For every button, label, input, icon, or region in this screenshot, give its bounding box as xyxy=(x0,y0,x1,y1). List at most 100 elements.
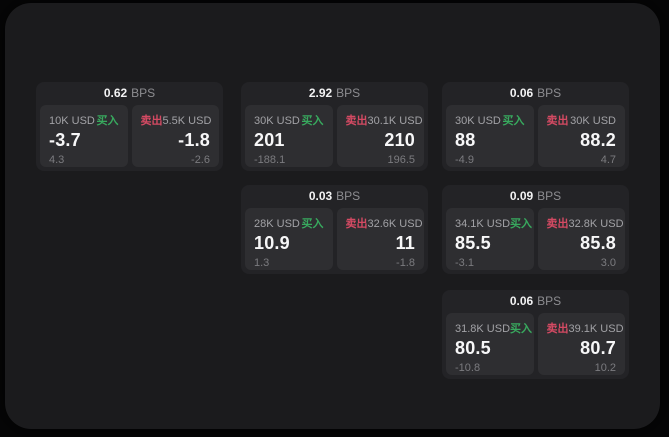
spread-value: 0.09 xyxy=(509,189,534,203)
sell-notional: 32.6K USD xyxy=(367,218,423,230)
buy-notional: 31.8K USD xyxy=(455,323,511,335)
sell-panel[interactable]: 卖出 32.6K USD 11 -1.8 xyxy=(336,208,424,270)
buy-delta: 1.3 xyxy=(254,257,270,269)
sell-delta: 196.5 xyxy=(387,154,415,166)
spread-value: 0.62 xyxy=(103,86,128,100)
buy-action-button[interactable]: 买入 xyxy=(96,115,119,127)
sell-delta: 10.2 xyxy=(594,362,616,374)
buy-delta: -4.9 xyxy=(455,154,474,166)
buy-panel[interactable]: 34.1K USD 买入 85.5 -3.1 xyxy=(446,208,534,270)
sell-action-button[interactable]: 卖出 xyxy=(140,115,163,127)
sell-action-button[interactable]: 卖出 xyxy=(546,323,569,335)
sell-panel-header: 卖出 30K USD xyxy=(547,112,617,128)
sell-notional: 30K USD xyxy=(570,115,616,127)
quote-card: 0.06 BPS 30K USD 买入 88 -4.9 卖出 30K USD 8… xyxy=(442,82,629,171)
sell-price: 88.2 xyxy=(580,130,616,150)
quote-panels: 30K USD 买入 88 -4.9 卖出 30K USD 88.2 4.7 xyxy=(442,105,629,167)
buy-panel-header: 31.8K USD 买入 xyxy=(455,320,532,336)
spread-unit-label: BPS xyxy=(131,86,156,100)
sell-action-button[interactable]: 卖出 xyxy=(546,218,569,230)
buy-action-button[interactable]: 买入 xyxy=(502,115,525,127)
sell-action-button[interactable]: 卖出 xyxy=(345,218,368,230)
buy-price: 201 xyxy=(254,130,285,150)
sell-price: -1.8 xyxy=(178,130,210,150)
buy-notional: 34.1K USD xyxy=(455,218,511,230)
quote-panels: 31.8K USD 买入 80.5 -10.8 卖出 39.1K USD 80.… xyxy=(442,313,629,375)
buy-notional: 30K USD xyxy=(254,115,300,127)
buy-action-button[interactable]: 买入 xyxy=(510,323,533,335)
spread-unit-label: BPS xyxy=(537,189,562,203)
cards-grid: 0.62 BPS 10K USD 买入 -3.7 4.3 卖出 5.5K USD… xyxy=(5,3,660,429)
buy-delta: 4.3 xyxy=(49,154,65,166)
quote-card: 2.92 BPS 30K USD 买入 201 -188.1 卖出 30.1K … xyxy=(241,82,428,171)
buy-price: 88 xyxy=(455,130,476,150)
quote-card: 0.62 BPS 10K USD 买入 -3.7 4.3 卖出 5.5K USD… xyxy=(36,82,223,171)
buy-panel[interactable]: 28K USD 买入 10.9 1.3 xyxy=(245,208,333,270)
buy-panel[interactable]: 30K USD 买入 201 -188.1 xyxy=(245,105,333,167)
sell-notional: 39.1K USD xyxy=(568,323,624,335)
sell-delta: 3.0 xyxy=(600,257,616,269)
quote-card: 0.09 BPS 34.1K USD 买入 85.5 -3.1 卖出 32.8K… xyxy=(442,185,629,274)
quote-panels: 30K USD 买入 201 -188.1 卖出 30.1K USD 210 1… xyxy=(241,105,428,167)
sell-delta: -2.6 xyxy=(191,154,210,166)
buy-panel-header: 34.1K USD 买入 xyxy=(455,215,532,231)
buy-price: 85.5 xyxy=(455,233,491,253)
sell-panel-header: 卖出 39.1K USD xyxy=(546,320,624,336)
spread-value: 0.03 xyxy=(308,189,333,203)
buy-panel-header: 28K USD 买入 xyxy=(254,215,324,231)
buy-panel[interactable]: 30K USD 买入 88 -4.9 xyxy=(446,105,534,167)
spread-value: 2.92 xyxy=(308,86,333,100)
buy-delta: -3.1 xyxy=(455,257,474,269)
sell-action-button[interactable]: 卖出 xyxy=(345,115,368,127)
buy-panel-header: 10K USD 买入 xyxy=(49,112,119,128)
sell-notional: 32.8K USD xyxy=(568,218,624,230)
quote-card: 0.06 BPS 31.8K USD 买入 80.5 -10.8 卖出 39.1… xyxy=(442,290,629,379)
spread-value: 0.06 xyxy=(509,86,534,100)
buy-panel[interactable]: 31.8K USD 买入 80.5 -10.8 xyxy=(446,313,534,375)
spread-unit-label: BPS xyxy=(537,86,562,100)
buy-notional: 28K USD xyxy=(254,218,300,230)
sell-notional: 30.1K USD xyxy=(367,115,423,127)
sell-panel[interactable]: 卖出 32.8K USD 85.8 3.0 xyxy=(537,208,625,270)
buy-panel-header: 30K USD 买入 xyxy=(455,112,525,128)
buy-panel[interactable]: 10K USD 买入 -3.7 4.3 xyxy=(40,105,128,167)
spread-header: 0.03 BPS xyxy=(241,185,428,208)
spread-unit-label: BPS xyxy=(336,189,361,203)
buy-price: -3.7 xyxy=(49,130,81,150)
spread-header: 0.06 BPS xyxy=(442,82,629,105)
sell-delta: 4.7 xyxy=(600,154,616,166)
sell-price: 85.8 xyxy=(580,233,616,253)
sell-action-button[interactable]: 卖出 xyxy=(546,115,569,127)
quote-panels: 10K USD 买入 -3.7 4.3 卖出 5.5K USD -1.8 -2.… xyxy=(36,105,223,167)
spread-unit-label: BPS xyxy=(336,86,361,100)
buy-action-button[interactable]: 买入 xyxy=(301,218,324,230)
sell-panel[interactable]: 卖出 30.1K USD 210 196.5 xyxy=(336,105,424,167)
sell-panel[interactable]: 卖出 30K USD 88.2 4.7 xyxy=(537,105,625,167)
sell-delta: -1.8 xyxy=(396,257,415,269)
buy-price: 10.9 xyxy=(254,233,290,253)
sell-notional: 5.5K USD xyxy=(162,115,212,127)
buy-action-button[interactable]: 买入 xyxy=(510,218,533,230)
sell-panel[interactable]: 卖出 39.1K USD 80.7 10.2 xyxy=(537,313,625,375)
buy-action-button[interactable]: 买入 xyxy=(301,115,324,127)
sell-panel-header: 卖出 30.1K USD xyxy=(345,112,423,128)
buy-notional: 30K USD xyxy=(455,115,501,127)
buy-notional: 10K USD xyxy=(49,115,95,127)
quote-panels: 34.1K USD 买入 85.5 -3.1 卖出 32.8K USD 85.8… xyxy=(442,208,629,270)
sell-price: 210 xyxy=(384,130,415,150)
quote-panels: 28K USD 买入 10.9 1.3 卖出 32.6K USD 11 -1.8 xyxy=(241,208,428,270)
spread-header: 0.06 BPS xyxy=(442,290,629,313)
buy-price: 80.5 xyxy=(455,338,491,358)
spread-header: 2.92 BPS xyxy=(241,82,428,105)
spread-unit-label: BPS xyxy=(537,294,562,308)
quote-card: 0.03 BPS 28K USD 买入 10.9 1.3 卖出 32.6K US… xyxy=(241,185,428,274)
sell-panel[interactable]: 卖出 5.5K USD -1.8 -2.6 xyxy=(131,105,219,167)
sell-price: 80.7 xyxy=(580,338,616,358)
sell-panel-header: 卖出 32.8K USD xyxy=(546,215,624,231)
sell-price: 11 xyxy=(395,233,415,253)
sell-panel-header: 卖出 5.5K USD xyxy=(140,112,212,128)
spread-header: 0.62 BPS xyxy=(36,82,223,105)
spread-value: 0.06 xyxy=(509,294,534,308)
buy-panel-header: 30K USD 买入 xyxy=(254,112,324,128)
spread-header: 0.09 BPS xyxy=(442,185,629,208)
